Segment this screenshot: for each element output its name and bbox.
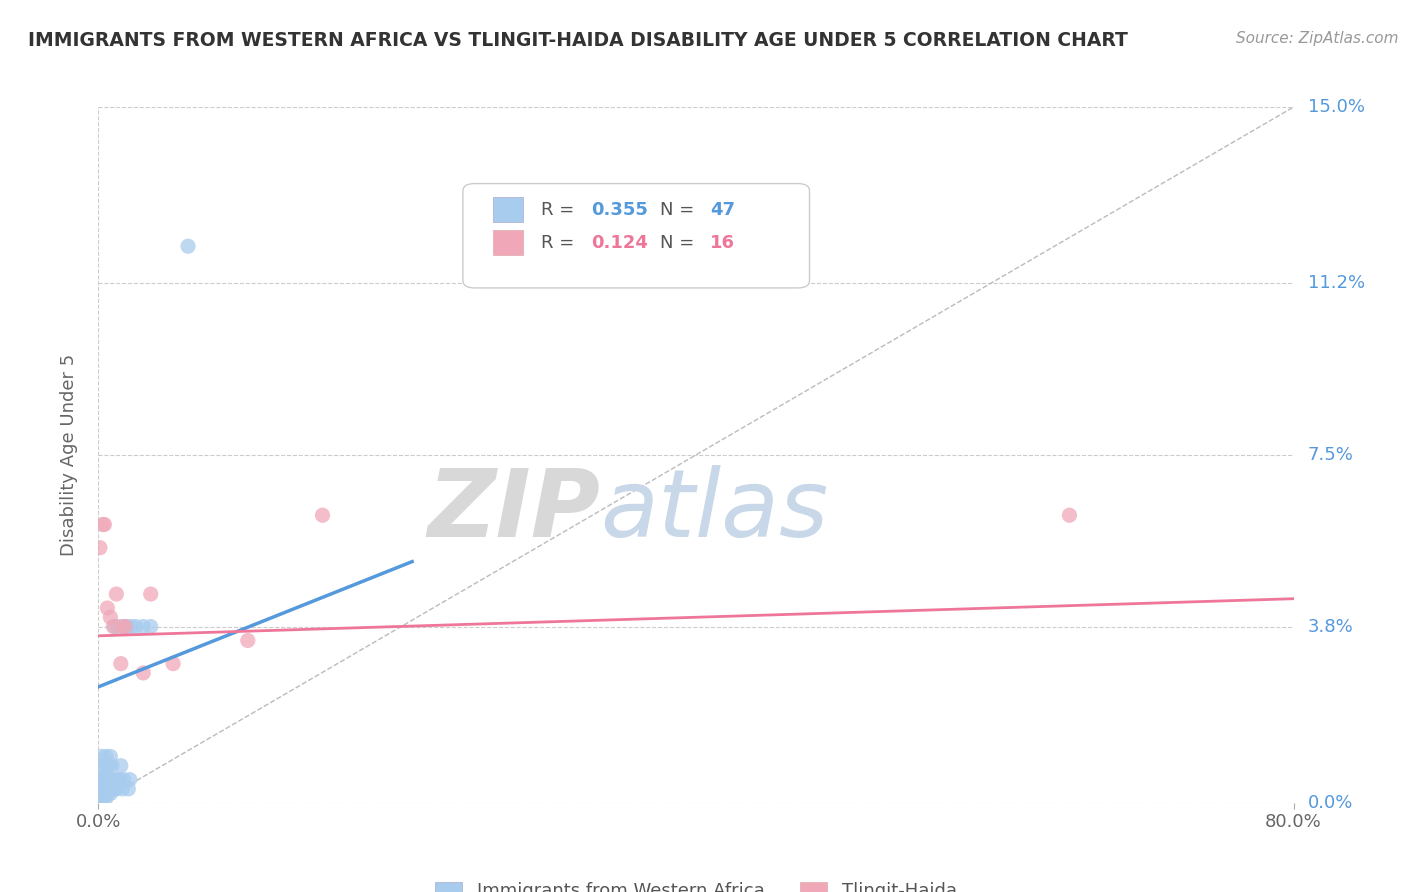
Point bbox=[118, 772, 141, 787]
Text: 0.355: 0.355 bbox=[591, 201, 648, 219]
Point bbox=[91, 796, 114, 810]
Point bbox=[104, 781, 127, 796]
Point bbox=[98, 749, 122, 764]
Text: 3.8%: 3.8% bbox=[1308, 617, 1354, 635]
Point bbox=[93, 772, 115, 787]
Text: atlas: atlas bbox=[600, 465, 828, 556]
Point bbox=[89, 781, 111, 796]
Point bbox=[89, 541, 111, 555]
Point bbox=[111, 781, 134, 796]
Point bbox=[177, 239, 200, 253]
Text: ZIP: ZIP bbox=[427, 465, 600, 557]
Text: Source: ZipAtlas.com: Source: ZipAtlas.com bbox=[1236, 31, 1399, 46]
Point bbox=[101, 758, 124, 772]
Point bbox=[98, 772, 122, 787]
Text: 47: 47 bbox=[710, 201, 735, 219]
Point bbox=[105, 781, 128, 796]
Point bbox=[110, 758, 132, 772]
Text: 0.0%: 0.0% bbox=[1308, 794, 1353, 812]
Point bbox=[91, 758, 114, 772]
Point bbox=[94, 781, 117, 796]
Point bbox=[96, 601, 118, 615]
Text: 15.0%: 15.0% bbox=[1308, 98, 1365, 116]
FancyBboxPatch shape bbox=[463, 184, 810, 288]
Point bbox=[1059, 508, 1081, 523]
Point bbox=[98, 610, 122, 624]
Text: 0.124: 0.124 bbox=[591, 234, 648, 252]
Point bbox=[125, 619, 148, 633]
Point bbox=[101, 781, 124, 796]
Point bbox=[139, 587, 162, 601]
Point bbox=[97, 781, 120, 796]
Point bbox=[103, 781, 125, 796]
Text: 16: 16 bbox=[710, 234, 735, 252]
Point bbox=[93, 781, 115, 796]
Legend: Immigrants from Western Africa, Tlingit-Haida: Immigrants from Western Africa, Tlingit-… bbox=[427, 874, 965, 892]
Point bbox=[105, 587, 128, 601]
Point bbox=[139, 619, 162, 633]
Y-axis label: Disability Age Under 5: Disability Age Under 5 bbox=[59, 354, 77, 556]
Point bbox=[90, 791, 112, 805]
Text: 7.5%: 7.5% bbox=[1308, 446, 1354, 464]
Point bbox=[112, 772, 135, 787]
Point bbox=[98, 787, 122, 801]
Point bbox=[93, 517, 115, 532]
Point bbox=[115, 619, 138, 633]
Point bbox=[132, 619, 155, 633]
FancyBboxPatch shape bbox=[494, 230, 523, 254]
Point bbox=[94, 772, 117, 787]
Point bbox=[120, 619, 142, 633]
Point bbox=[91, 772, 114, 787]
Text: R =: R = bbox=[540, 234, 579, 252]
Text: N =: N = bbox=[661, 234, 700, 252]
Point bbox=[91, 517, 114, 532]
Point bbox=[108, 772, 131, 787]
Point bbox=[96, 758, 118, 772]
FancyBboxPatch shape bbox=[494, 197, 523, 222]
Point bbox=[96, 772, 118, 787]
Point bbox=[97, 758, 120, 772]
Text: R =: R = bbox=[540, 201, 579, 219]
Text: N =: N = bbox=[661, 201, 700, 219]
Point bbox=[107, 619, 129, 633]
Point bbox=[117, 781, 139, 796]
Point bbox=[110, 657, 132, 671]
Point bbox=[114, 619, 136, 633]
Point bbox=[107, 772, 129, 787]
Point bbox=[93, 758, 115, 772]
Point bbox=[103, 619, 125, 633]
Point bbox=[311, 508, 333, 523]
Point bbox=[97, 772, 120, 787]
Point bbox=[132, 665, 155, 680]
Point bbox=[91, 781, 114, 796]
Point bbox=[90, 772, 112, 787]
Text: IMMIGRANTS FROM WESTERN AFRICA VS TLINGIT-HAIDA DISABILITY AGE UNDER 5 CORRELATI: IMMIGRANTS FROM WESTERN AFRICA VS TLINGI… bbox=[28, 31, 1128, 50]
Point bbox=[162, 657, 184, 671]
Point bbox=[90, 749, 112, 764]
Text: 11.2%: 11.2% bbox=[1308, 275, 1365, 293]
Point bbox=[94, 791, 117, 805]
Point bbox=[94, 749, 117, 764]
Point bbox=[89, 772, 111, 787]
Point bbox=[96, 787, 118, 801]
Point bbox=[111, 619, 134, 633]
Point bbox=[236, 633, 259, 648]
Point bbox=[103, 772, 125, 787]
Point bbox=[104, 619, 127, 633]
Point bbox=[114, 619, 136, 633]
